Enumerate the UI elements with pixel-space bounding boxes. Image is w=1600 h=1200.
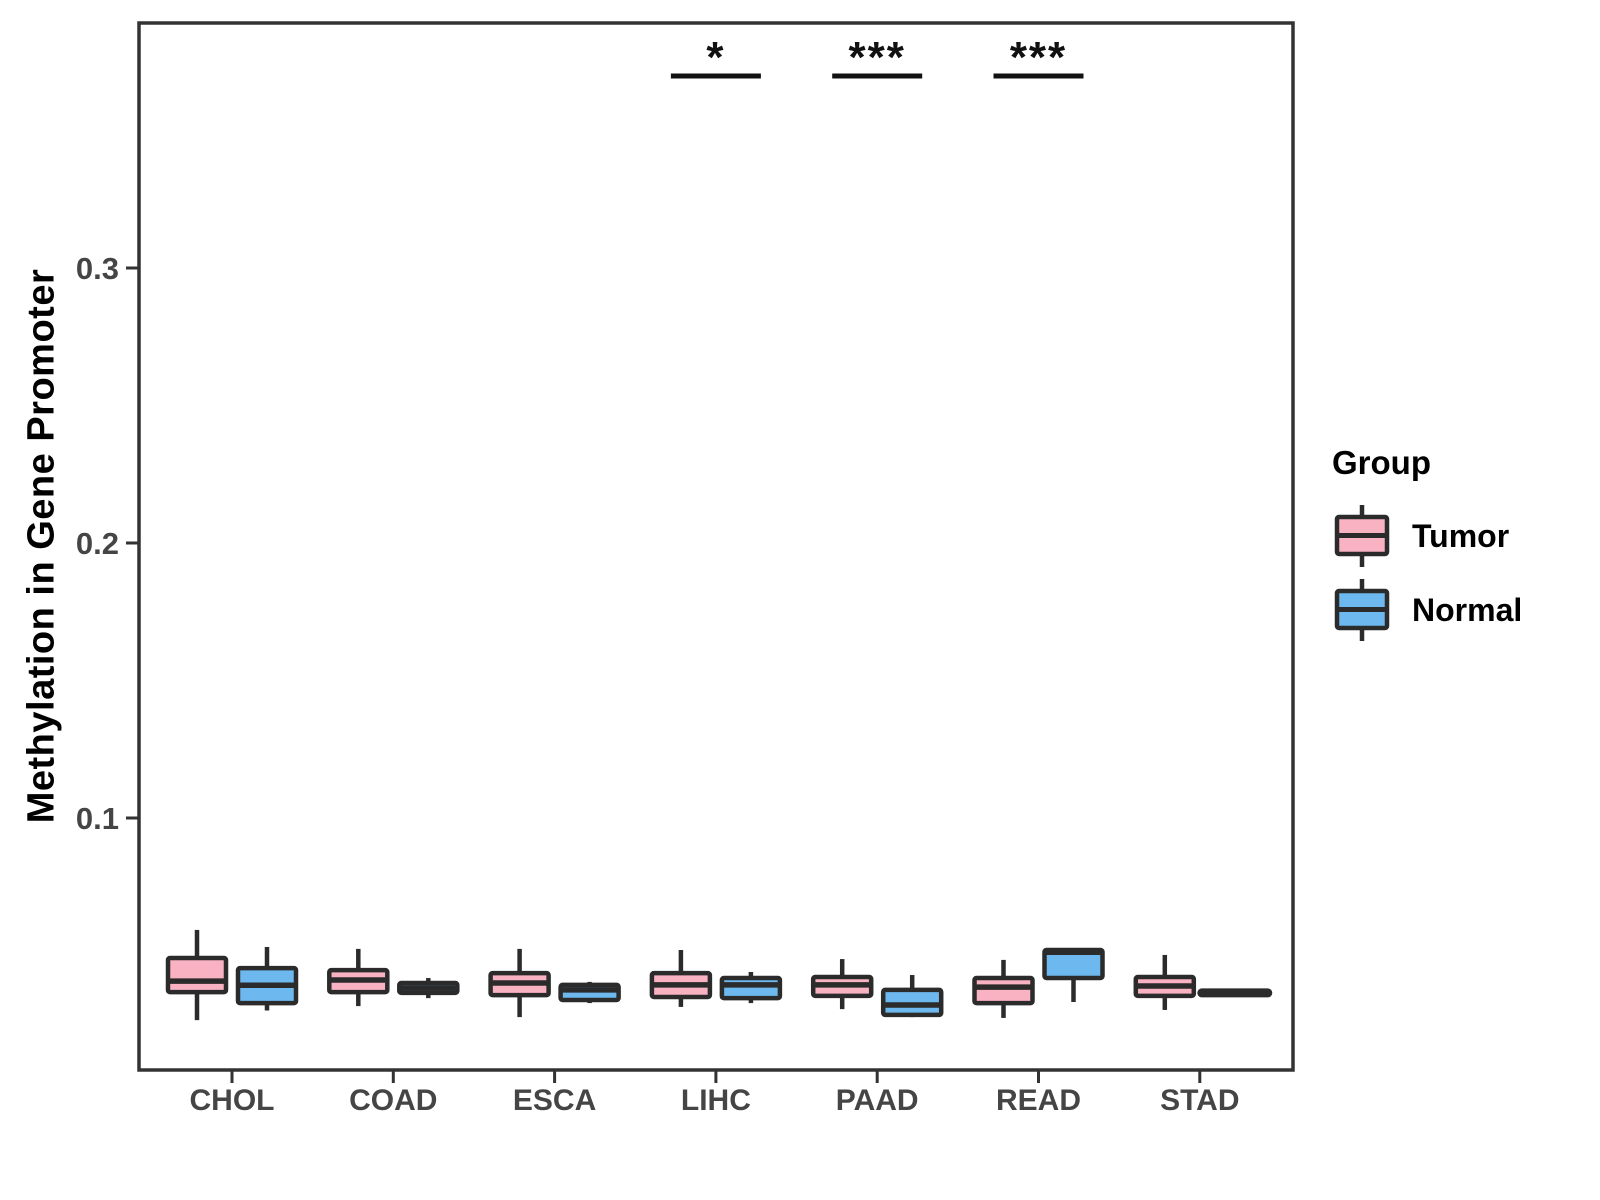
legend-entry-tumor: Tumor (1330, 502, 1522, 570)
y-tick-label-0.3: 0.3 (76, 251, 119, 286)
y-tick-label-0.1: 0.1 (76, 801, 119, 836)
significance-label-READ: *** (1010, 33, 1067, 82)
box-LIHC-Normal (719, 975, 783, 1001)
x-tick-label-COAD: COAD (349, 1084, 437, 1117)
x-tick-label-PAAD: PAAD (836, 1084, 919, 1117)
legend-entry-normal: Normal (1330, 576, 1522, 644)
y-axis-title: Methylation in Gene Promoter (20, 268, 63, 824)
box-CHOL-Tumor (165, 955, 229, 995)
x-tick-label-CHOL: CHOL (190, 1084, 275, 1117)
legend: Group Tumor Normal (1330, 444, 1522, 644)
legend-label-tumor: Tumor (1412, 517, 1510, 554)
legend-title: Group (1332, 444, 1431, 481)
x-tick-label-ESCA: ESCA (513, 1084, 596, 1117)
significance-label-LIHC: * (706, 33, 725, 82)
panel-border (137, 21, 1295, 1072)
y-tick-label-0.2: 0.2 (76, 526, 119, 561)
x-tick-label-STAD: STAD (1160, 1084, 1239, 1117)
x-tick-label-READ: READ (996, 1084, 1081, 1117)
significance-label-PAAD: *** (849, 33, 906, 82)
box-READ-Tumor (972, 975, 1035, 1006)
tumor-boxplot-key-icon (1334, 505, 1390, 567)
x-tick-label-LIHC: LIHC (681, 1084, 751, 1117)
legend-label-normal: Normal (1412, 591, 1523, 628)
normal-boxplot-key-icon (1334, 579, 1390, 641)
